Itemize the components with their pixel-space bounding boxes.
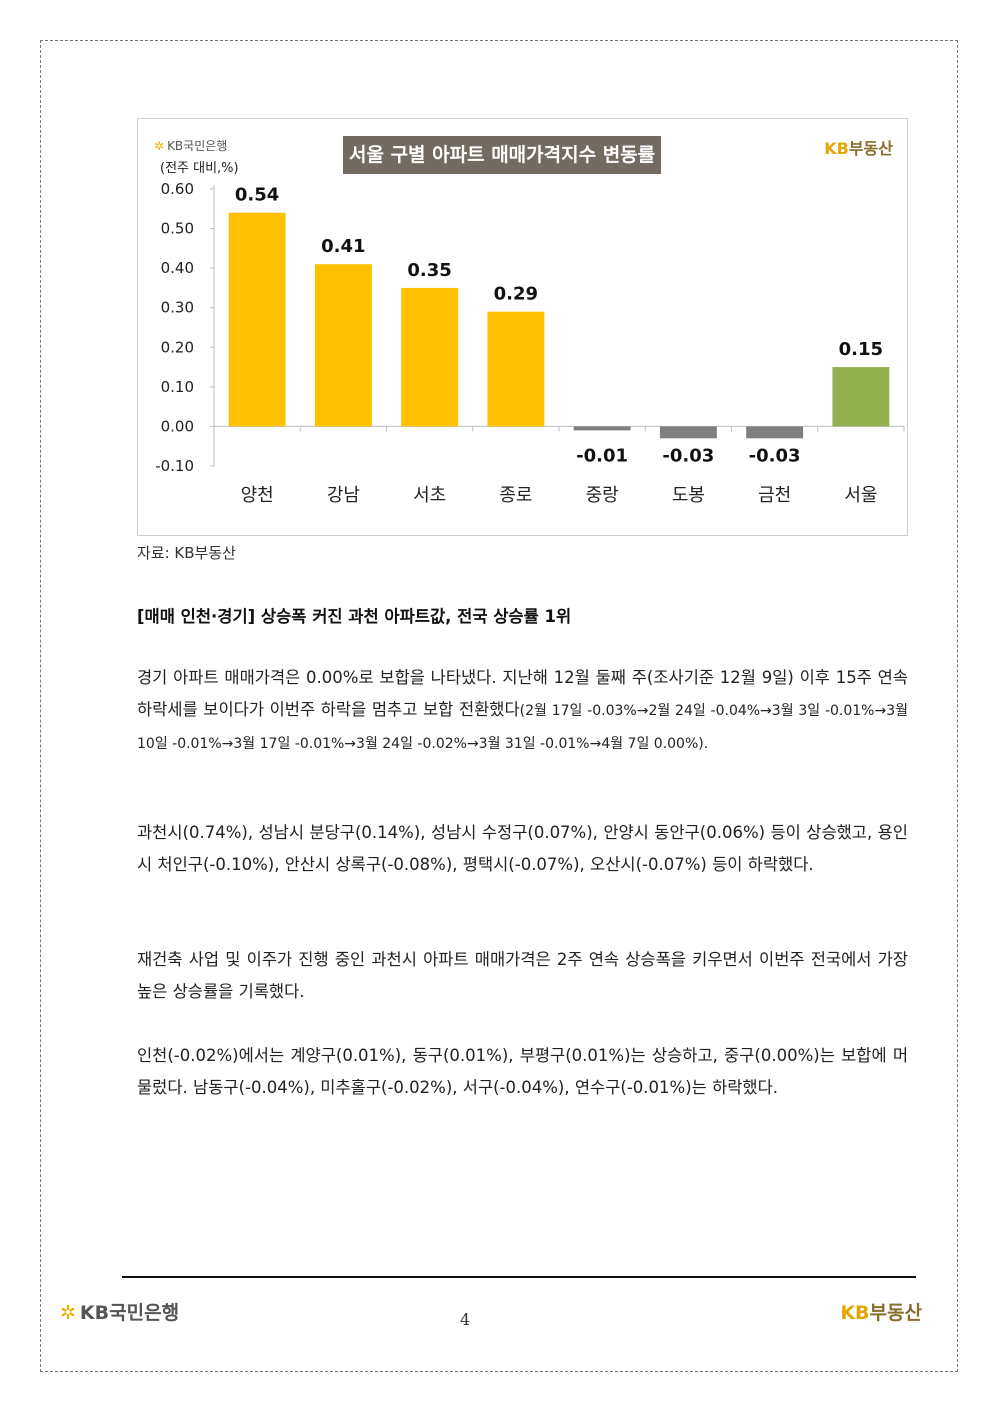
kb-bank-logo-text: KB국민은행 (167, 139, 228, 153)
footer-divider (122, 1276, 916, 1278)
footer-bank-logo-text: KB국민은행 (79, 1302, 180, 1324)
kb-realty-logo-small: KB부동산 (824, 135, 893, 159)
x-category-label: 서울 (844, 485, 877, 506)
page-number: 4 (460, 1310, 471, 1329)
chart-bar (487, 311, 545, 427)
x-category-label: 중랑 (586, 485, 619, 506)
data-label: 0.29 (494, 284, 538, 305)
y-tick-label: 0.00 (161, 417, 194, 435)
paragraph-2: 과천시(0.74%), 성남시 분당구(0.14%), 성남시 수정구(0.07… (137, 823, 908, 874)
data-label: -0.03 (749, 445, 801, 466)
x-category-label: 양천 (241, 485, 274, 506)
chart-source: 자료: KB부동산 (137, 544, 236, 562)
footer-kb-bank-logo: ✲ KB국민은행 (60, 1298, 179, 1325)
kb-star-icon: ✲ (154, 139, 165, 153)
paragraph-1-detail: (2월 17일 -0.03%→2월 24일 -0.04%→3월 3일 -0.01… (137, 703, 908, 752)
x-category-label: 금천 (758, 485, 791, 506)
chart-bar (746, 426, 804, 439)
kb-realty-logo-kb: KB (824, 139, 849, 158)
data-label: 0.54 (235, 185, 279, 206)
x-category-label: 도봉 (672, 485, 705, 506)
footer-realty-logo-kb: KB (840, 1302, 870, 1324)
y-tick-label: 0.50 (161, 220, 194, 238)
chart-unit-label: (전주 대비,%) (160, 161, 239, 176)
data-label: 0.15 (839, 339, 883, 360)
chart-bar (314, 264, 372, 427)
data-label: -0.01 (576, 445, 628, 466)
y-tick-label: -0.10 (155, 457, 194, 475)
kb-realty-logo-rest: 부동산 (848, 139, 893, 158)
data-label: 0.35 (407, 260, 451, 281)
section-heading: [매매 인천·경기] 상승폭 커진 과천 아파트값, 전국 상승률 1위 (137, 607, 572, 626)
chart-bar (401, 287, 459, 427)
chart-bar (659, 426, 717, 439)
bar-chart: 0.60 0.50 0.40 0.30 0.20 0.10 0.00 -0.10 0.54 양천 0… (155, 180, 905, 506)
y-tick-label: 0.20 (161, 338, 194, 356)
paragraph-3: 재건축 사업 및 이주가 진행 중인 과천시 아파트 매매가격은 2주 연속 상… (137, 950, 908, 1001)
y-tick-label: 0.60 (161, 180, 194, 198)
kb-star-icon: ✲ (60, 1302, 76, 1324)
paragraph-1-main: 경기 아파트 매매가격은 0.00%로 보합을 나타냈다. 지난해 12월 둘째… (137, 668, 908, 719)
data-label: -0.03 (662, 445, 714, 466)
chart-bar (832, 367, 890, 427)
x-category-label: 서초 (413, 485, 446, 506)
paragraph-1: 경기 아파트 매매가격은 0.00%로 보합을 나타냈다. 지난해 12월 둘째… (137, 662, 908, 760)
chart-title: 서울 구별 아파트 매매가격지수 변동률 (343, 136, 662, 174)
chart-bar (573, 426, 631, 431)
footer-kb-realty-logo: KB부동산 (840, 1298, 922, 1325)
chart-bar (228, 212, 286, 427)
data-label: 0.41 (321, 236, 365, 257)
y-tick-label: 0.40 (161, 259, 194, 277)
footer-realty-logo-rest: 부동산 (869, 1302, 922, 1324)
x-category-label: 강남 (327, 485, 360, 506)
page-border (40, 40, 958, 1372)
y-tick-label: 0.10 (161, 378, 194, 396)
x-category-label: 종로 (499, 485, 532, 506)
chart-container: ✲ KB국민은행 (전주 대비,%) 서울 구별 아파트 매매가격지수 변동률 K… (137, 118, 908, 536)
kb-bank-logo-small: ✲ KB국민은행 (154, 137, 227, 154)
y-tick-label: 0.30 (161, 299, 194, 317)
paragraph-4: 인천(-0.02%)에서는 계양구(0.01%), 동구(0.01%), 부평구… (137, 1046, 908, 1097)
